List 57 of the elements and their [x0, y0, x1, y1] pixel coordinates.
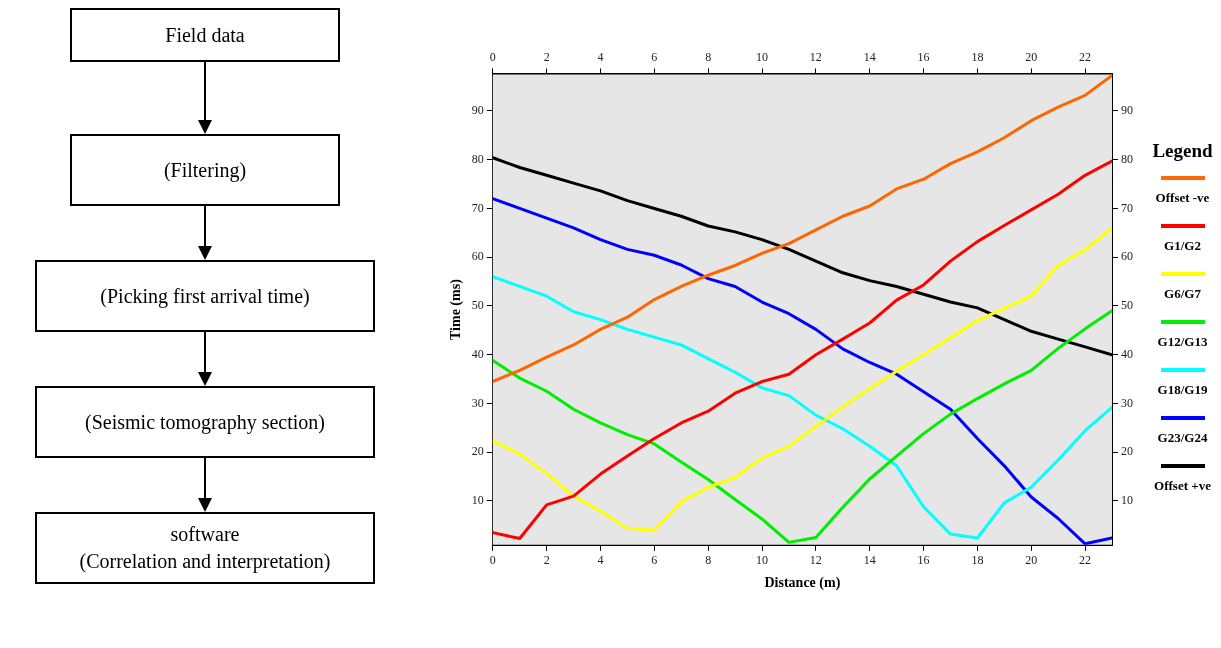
- legend-label: G18/G19: [1156, 382, 1209, 398]
- y2-tick-label: 10: [1121, 493, 1133, 508]
- x2-tick-label: 8: [705, 50, 712, 65]
- y-tick-label: 80: [471, 151, 484, 166]
- y-tick-label: 40: [471, 346, 484, 361]
- x-axis-title: Distance (m): [764, 575, 841, 592]
- x-tick-label: 22: [1079, 553, 1092, 568]
- y-axis-title: Time (ms): [448, 278, 465, 340]
- x2-tick-label: 4: [597, 50, 604, 65]
- y-tick-label: 20: [471, 444, 484, 459]
- x2-tick-label: 14: [863, 50, 876, 65]
- text: (Picking first arrival time): [35, 260, 375, 332]
- x-tick-label: 18: [971, 553, 984, 568]
- y2-tick-label: 50: [1121, 298, 1133, 313]
- text: (Filtering): [70, 134, 340, 206]
- text: Field data: [70, 8, 340, 62]
- x-tick-label: 20: [1025, 553, 1038, 568]
- x-tick-label: 10: [756, 553, 769, 568]
- y-tick-label: 10: [471, 493, 484, 508]
- x2-tick-label: 0: [489, 50, 496, 65]
- legend-label: G1/G2: [1163, 238, 1202, 254]
- text: (Seismic tomography section): [35, 386, 375, 458]
- legend-title: Legend: [1151, 140, 1214, 162]
- x-tick-label: 4: [597, 553, 604, 568]
- y-tick-label: 30: [471, 395, 484, 410]
- x-tick-label: 16: [917, 553, 930, 568]
- y2-tick-label: 70: [1121, 200, 1133, 215]
- x-tick-label: 14: [863, 553, 876, 568]
- y2-tick-label: 20: [1121, 444, 1133, 459]
- x2-tick-label: 6: [651, 50, 658, 65]
- legend-label: G23/G24: [1156, 430, 1209, 446]
- x-tick-label: 2: [543, 553, 550, 568]
- y-tick-label: 50: [471, 298, 484, 313]
- y-tick-label: 60: [471, 249, 484, 264]
- y-tick-label: 70: [471, 200, 484, 215]
- y2-tick-label: 90: [1121, 103, 1133, 118]
- y2-tick-label: 80: [1121, 151, 1133, 166]
- x-tick-label: 8: [705, 553, 712, 568]
- x2-tick-label: 22: [1079, 50, 1092, 65]
- text: software (Correlation and interpretation): [35, 512, 375, 584]
- x2-tick-label: 20: [1025, 50, 1038, 65]
- y-tick-label: 90: [471, 103, 484, 118]
- y2-tick-label: 60: [1121, 249, 1133, 264]
- x-tick-label: 0: [489, 553, 496, 568]
- legend-label: G12/G13: [1156, 334, 1209, 350]
- legend-label: G6/G7: [1163, 286, 1202, 302]
- legend-label: Offset +ve: [1153, 478, 1212, 494]
- legend-label: Offset -ve: [1154, 190, 1211, 206]
- y2-tick-label: 30: [1121, 395, 1133, 410]
- x2-tick-label: 16: [917, 50, 930, 65]
- x2-tick-label: 12: [809, 50, 822, 65]
- x-tick-label: 6: [651, 553, 658, 568]
- x2-tick-label: 2: [543, 50, 550, 65]
- x2-tick-label: 18: [971, 50, 984, 65]
- x-tick-label: 12: [809, 553, 822, 568]
- x2-tick-label: 10: [756, 50, 769, 65]
- y2-tick-label: 40: [1121, 346, 1133, 361]
